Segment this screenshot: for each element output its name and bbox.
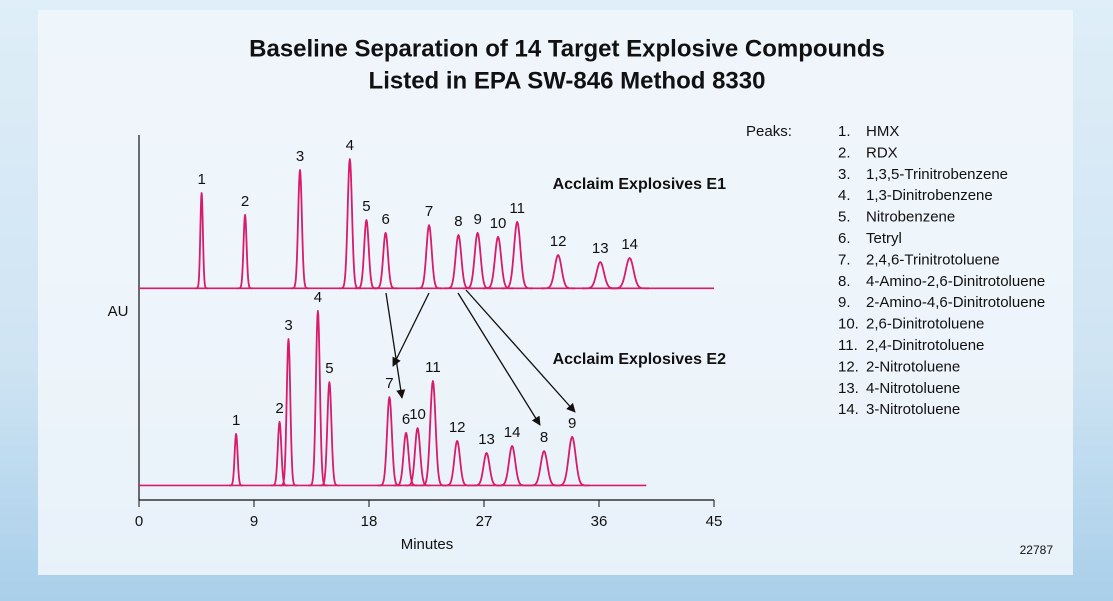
x-tick-label: 45 — [706, 513, 723, 530]
legend-number: 10. — [838, 316, 859, 333]
peak-label: 9 — [473, 211, 481, 228]
legend-number: 7. — [838, 251, 851, 268]
chart-title: Baseline Separation of 14 Target Explosi… — [249, 35, 885, 62]
panel — [38, 10, 1073, 575]
peak-label: 8 — [540, 429, 548, 446]
peak-label: 6 — [402, 411, 410, 428]
y-axis-label: AU — [108, 303, 129, 320]
legend-number: 14. — [838, 401, 859, 418]
arrow — [457, 292, 541, 426]
legend-number: 1. — [838, 123, 851, 140]
arrow — [392, 292, 430, 367]
x-axis-label: Minutes — [401, 536, 454, 553]
peak-label: 13 — [478, 431, 495, 448]
peak — [279, 338, 298, 487]
legend-name: 2,4-Dinitrotoluene — [866, 337, 984, 354]
legend-number: 3. — [838, 166, 851, 183]
peak-label: 4 — [314, 289, 322, 306]
legend-number: 6. — [838, 230, 851, 247]
peak — [307, 310, 329, 487]
peak-label: 8 — [454, 213, 462, 230]
peak-label: 5 — [325, 360, 333, 377]
peak — [541, 254, 576, 290]
peak-label: 1 — [232, 412, 240, 429]
peak-label: 10 — [409, 406, 426, 423]
legend-name: 3-Nitrotoluene — [866, 401, 960, 418]
series-name: Acclaim Explosives E1 — [553, 176, 727, 193]
peak-label: 9 — [568, 415, 576, 432]
figure-number: 22787 — [1020, 543, 1054, 557]
peak-label: 7 — [425, 203, 433, 220]
peak-label: 14 — [621, 236, 638, 253]
peak-label: 6 — [381, 211, 389, 228]
peak-label: 14 — [504, 424, 521, 441]
peak — [236, 214, 254, 290]
peak-label: 13 — [592, 240, 609, 257]
peak-label: 10 — [490, 215, 507, 232]
peak — [501, 220, 534, 290]
peak — [404, 427, 431, 487]
peak — [419, 380, 447, 487]
peak — [415, 224, 443, 290]
legend-name: HMX — [866, 123, 899, 140]
peak — [194, 192, 209, 290]
peak-label: 7 — [385, 375, 393, 392]
peak — [554, 435, 590, 487]
peak — [496, 445, 528, 487]
legend-number: 4. — [838, 187, 851, 204]
x-tick-label: 0 — [135, 513, 143, 530]
legend-name: 2,4,6-Trinitrotoluene — [866, 251, 1000, 268]
peak — [442, 439, 472, 487]
legend-name: 1,3-Dinitrobenzene — [866, 187, 993, 204]
arrows — [385, 289, 576, 426]
legend-number: 5. — [838, 209, 851, 226]
legend-name: 4-Amino-2,6-Dinitrotoluene — [866, 273, 1045, 290]
chart-title: Listed in EPA SW-846 Method 8330 — [369, 67, 766, 94]
legend-number: 11. — [838, 337, 858, 354]
legend-name: 4-Nitrotoluene — [866, 380, 960, 397]
peak — [373, 231, 398, 290]
legend-name: RDX — [866, 144, 898, 161]
peak-label: 4 — [346, 137, 354, 154]
legend-number: 9. — [838, 294, 851, 311]
x-tick-label: 36 — [591, 513, 608, 530]
x-tick-label: 27 — [476, 513, 493, 530]
peak — [610, 257, 649, 290]
peak-label: 5 — [362, 198, 370, 215]
peak — [393, 431, 419, 487]
x-tick-label: 9 — [250, 513, 258, 530]
peak-label: 1 — [197, 171, 205, 188]
peak-label: 11 — [509, 200, 525, 217]
x-tick-label: 18 — [361, 513, 378, 530]
peak-label: 12 — [550, 233, 567, 250]
arrow — [385, 292, 406, 399]
peak — [290, 169, 310, 290]
peak — [318, 381, 340, 487]
legend-number: 12. — [838, 358, 859, 375]
peak-label: 12 — [449, 419, 466, 436]
peak — [228, 433, 245, 487]
legend-name: Tetryl — [866, 230, 902, 247]
peak — [270, 420, 289, 487]
legend-name: Nitrobenzene — [866, 209, 955, 226]
peak-label: 3 — [296, 148, 304, 165]
legend-number: 13. — [838, 380, 859, 397]
legend-number: 8. — [838, 273, 851, 290]
peak-label: 3 — [284, 317, 292, 334]
peak-label: 11 — [425, 359, 441, 376]
peak-label: 2 — [275, 400, 283, 417]
legend-name: 2-Nitrotoluene — [866, 358, 960, 375]
legend-name: 2,6-Dinitrotoluene — [866, 316, 984, 333]
legend-name: 1,3,5-Trinitrobenzene — [866, 166, 1008, 183]
peak-label: 2 — [241, 193, 249, 210]
arrow — [465, 289, 576, 413]
legend-number: 2. — [838, 144, 851, 161]
series-name: Acclaim Explosives E2 — [553, 351, 727, 368]
legend-title: Peaks: — [746, 123, 792, 140]
legend-name: 2-Amino-4,6-Dinitrotoluene — [866, 294, 1045, 311]
